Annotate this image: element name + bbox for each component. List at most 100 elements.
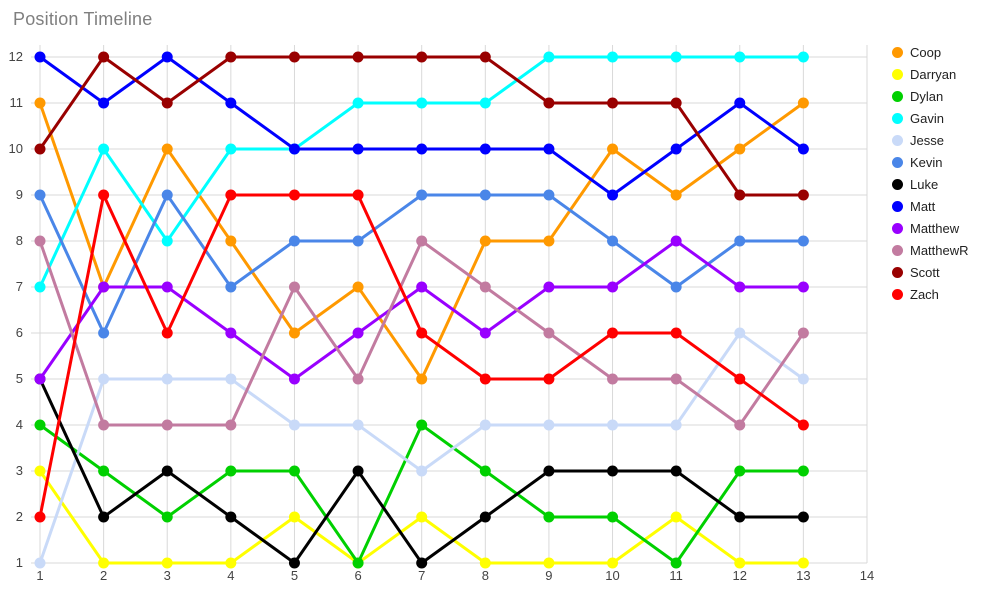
data-point-darryan-x10[interactable] bbox=[607, 557, 619, 569]
data-point-coop-x6[interactable] bbox=[352, 281, 364, 293]
data-point-dylan-x2[interactable] bbox=[98, 465, 110, 477]
data-point-matthew-x9[interactable] bbox=[543, 281, 555, 293]
data-point-matt-x4[interactable] bbox=[225, 97, 237, 109]
data-point-matthewr-x12[interactable] bbox=[734, 419, 746, 431]
data-point-kevin-x3[interactable] bbox=[161, 189, 173, 201]
data-point-matthewr-x6[interactable] bbox=[352, 373, 364, 385]
legend-item-coop[interactable]: Coop bbox=[892, 45, 969, 60]
data-point-matthew-x6[interactable] bbox=[352, 327, 364, 339]
data-point-matthewr-x7[interactable] bbox=[416, 235, 428, 247]
data-point-coop-x5[interactable] bbox=[288, 327, 300, 339]
data-point-zach-x10[interactable] bbox=[607, 327, 619, 339]
data-point-darryan-x3[interactable] bbox=[161, 557, 173, 569]
data-point-kevin-x10[interactable] bbox=[607, 235, 619, 247]
data-point-gavin-x10[interactable] bbox=[607, 51, 619, 63]
data-point-darryan-x5[interactable] bbox=[288, 511, 300, 523]
data-point-scott-x6[interactable] bbox=[352, 51, 364, 63]
data-point-matt-x7[interactable] bbox=[416, 143, 428, 155]
data-point-kevin-x12[interactable] bbox=[734, 235, 746, 247]
data-point-jesse-x8[interactable] bbox=[479, 419, 491, 431]
data-point-zach-x12[interactable] bbox=[734, 373, 746, 385]
data-point-coop-x9[interactable] bbox=[543, 235, 555, 247]
data-point-zach-x3[interactable] bbox=[161, 327, 173, 339]
data-point-darryan-x1[interactable] bbox=[34, 465, 46, 477]
data-point-dylan-x7[interactable] bbox=[416, 419, 428, 431]
data-point-scott-x11[interactable] bbox=[670, 97, 682, 109]
data-point-kevin-x4[interactable] bbox=[225, 281, 237, 293]
data-point-matthewr-x8[interactable] bbox=[479, 281, 491, 293]
data-point-gavin-x9[interactable] bbox=[543, 51, 555, 63]
data-point-darryan-x13[interactable] bbox=[797, 557, 809, 569]
data-point-kevin-x7[interactable] bbox=[416, 189, 428, 201]
data-point-matthewr-x10[interactable] bbox=[607, 373, 619, 385]
data-point-matthew-x13[interactable] bbox=[797, 281, 809, 293]
legend-item-matthewr[interactable]: MatthewR bbox=[892, 243, 969, 258]
data-point-zach-x7[interactable] bbox=[416, 327, 428, 339]
legend-item-matt[interactable]: Matt bbox=[892, 199, 969, 214]
data-point-luke-x7[interactable] bbox=[416, 557, 428, 569]
data-point-matthewr-x4[interactable] bbox=[225, 419, 237, 431]
data-point-kevin-x5[interactable] bbox=[288, 235, 300, 247]
data-point-matthew-x4[interactable] bbox=[225, 327, 237, 339]
data-point-gavin-x11[interactable] bbox=[670, 51, 682, 63]
data-point-matthew-x7[interactable] bbox=[416, 281, 428, 293]
legend-item-darryan[interactable]: Darryan bbox=[892, 67, 969, 82]
data-point-zach-x8[interactable] bbox=[479, 373, 491, 385]
data-point-jesse-x11[interactable] bbox=[670, 419, 682, 431]
data-point-zach-x9[interactable] bbox=[543, 373, 555, 385]
data-point-coop-x3[interactable] bbox=[161, 143, 173, 155]
data-point-kevin-x9[interactable] bbox=[543, 189, 555, 201]
data-point-darryan-x11[interactable] bbox=[670, 511, 682, 523]
data-point-gavin-x3[interactable] bbox=[161, 235, 173, 247]
data-point-jesse-x3[interactable] bbox=[161, 373, 173, 385]
data-point-coop-x8[interactable] bbox=[479, 235, 491, 247]
data-point-kevin-x2[interactable] bbox=[98, 327, 110, 339]
data-point-luke-x3[interactable] bbox=[161, 465, 173, 477]
data-point-zach-x4[interactable] bbox=[225, 189, 237, 201]
data-point-jesse-x10[interactable] bbox=[607, 419, 619, 431]
data-point-luke-x4[interactable] bbox=[225, 511, 237, 523]
legend-item-kevin[interactable]: Kevin bbox=[892, 155, 969, 170]
data-point-coop-x7[interactable] bbox=[416, 373, 428, 385]
data-point-matthew-x5[interactable] bbox=[288, 373, 300, 385]
data-point-gavin-x12[interactable] bbox=[734, 51, 746, 63]
data-point-matt-x12[interactable] bbox=[734, 97, 746, 109]
data-point-coop-x4[interactable] bbox=[225, 235, 237, 247]
data-point-darryan-x7[interactable] bbox=[416, 511, 428, 523]
data-point-jesse-x6[interactable] bbox=[352, 419, 364, 431]
data-point-matthew-x10[interactable] bbox=[607, 281, 619, 293]
data-point-jesse-x12[interactable] bbox=[734, 327, 746, 339]
data-point-jesse-x9[interactable] bbox=[543, 419, 555, 431]
data-point-matthew-x11[interactable] bbox=[670, 235, 682, 247]
data-point-matt-x2[interactable] bbox=[98, 97, 110, 109]
data-point-dylan-x10[interactable] bbox=[607, 511, 619, 523]
data-point-matthew-x2[interactable] bbox=[98, 281, 110, 293]
data-point-kevin-x11[interactable] bbox=[670, 281, 682, 293]
data-point-matthew-x3[interactable] bbox=[161, 281, 173, 293]
data-point-matthewr-x1[interactable] bbox=[34, 235, 46, 247]
legend-item-scott[interactable]: Scott bbox=[892, 265, 969, 280]
data-point-scott-x3[interactable] bbox=[161, 97, 173, 109]
data-point-luke-x10[interactable] bbox=[607, 465, 619, 477]
data-point-matthewr-x13[interactable] bbox=[797, 327, 809, 339]
data-point-matthew-x12[interactable] bbox=[734, 281, 746, 293]
data-point-matthewr-x9[interactable] bbox=[543, 327, 555, 339]
data-point-gavin-x8[interactable] bbox=[479, 97, 491, 109]
data-point-matthewr-x2[interactable] bbox=[98, 419, 110, 431]
data-point-luke-x2[interactable] bbox=[98, 511, 110, 523]
data-point-darryan-x4[interactable] bbox=[225, 557, 237, 569]
data-point-scott-x4[interactable] bbox=[225, 51, 237, 63]
data-point-jesse-x13[interactable] bbox=[797, 373, 809, 385]
data-point-matt-x6[interactable] bbox=[352, 143, 364, 155]
data-point-darryan-x9[interactable] bbox=[543, 557, 555, 569]
data-point-gavin-x13[interactable] bbox=[797, 51, 809, 63]
data-point-darryan-x2[interactable] bbox=[98, 557, 110, 569]
data-point-gavin-x7[interactable] bbox=[416, 97, 428, 109]
data-point-luke-x5[interactable] bbox=[288, 557, 300, 569]
data-point-kevin-x6[interactable] bbox=[352, 235, 364, 247]
data-point-luke-x9[interactable] bbox=[543, 465, 555, 477]
data-point-dylan-x1[interactable] bbox=[34, 419, 46, 431]
data-point-scott-x1[interactable] bbox=[34, 143, 46, 155]
data-point-matt-x9[interactable] bbox=[543, 143, 555, 155]
data-point-matt-x10[interactable] bbox=[607, 189, 619, 201]
